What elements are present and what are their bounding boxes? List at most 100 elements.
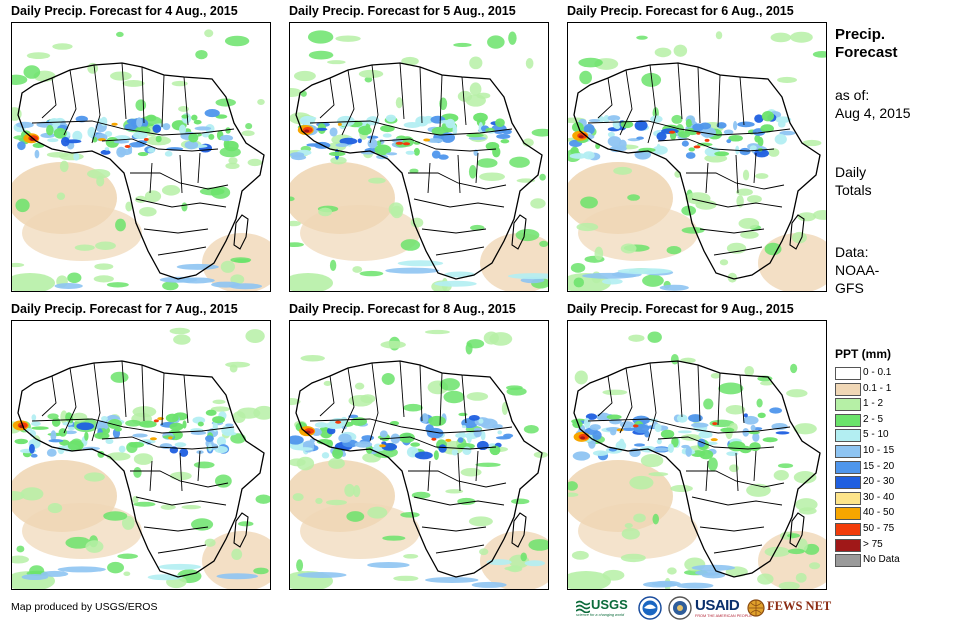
- sidebar-title-line1: Precip.: [835, 26, 886, 43]
- precip-field: [12, 327, 270, 589]
- legend-swatch: [835, 491, 861, 505]
- africa-coastline: [573, 62, 821, 280]
- country-borders: [31, 62, 235, 256]
- legend-swatch: [835, 460, 861, 474]
- legend-swatch: [835, 507, 861, 521]
- legend-label: 2 - 5: [863, 413, 884, 425]
- africa-coastline: [295, 62, 543, 280]
- legend-label: 10 - 15: [863, 444, 895, 456]
- seal-icon: [668, 596, 692, 620]
- panel-title: Daily Precip. Forecast for 7 Aug., 2015: [11, 302, 238, 316]
- country-borders: [31, 360, 235, 554]
- sidebar-title: Precip. Forecast: [835, 26, 898, 62]
- legend-label: 0.1 - 1: [863, 382, 892, 394]
- legend-swatch: [835, 429, 861, 443]
- as-of-date: Aug 4, 2015: [835, 105, 911, 121]
- legend-swatch: [835, 538, 861, 552]
- africa-map-svg: [290, 30, 548, 291]
- precip-map: [289, 22, 549, 292]
- legend-label: 30 - 40: [863, 491, 895, 503]
- legend-label: No Data: [863, 554, 900, 566]
- panel-title: Daily Precip. Forecast for 5 Aug., 2015: [289, 4, 516, 18]
- madagascar-outline: [233, 214, 249, 250]
- forecast-panel-aug7: Daily Precip. Forecast for 7 Aug., 2015: [11, 302, 271, 590]
- usgs-tagline: science for a changing world: [576, 613, 625, 617]
- legend-label: 20 - 30: [863, 476, 895, 488]
- africa-coastline: [295, 360, 543, 578]
- legend-title: PPT (mm): [835, 347, 892, 361]
- legend-swatch: [835, 413, 861, 427]
- usaid-tagline: FROM THE AMERICAN PEOPLE: [695, 614, 752, 618]
- legend-label: 5 - 10: [863, 429, 889, 441]
- as-of-label: as of:: [835, 87, 870, 103]
- africa-map-svg: [568, 331, 826, 589]
- madagascar-outline: [789, 512, 805, 548]
- noaa-logo: [638, 595, 664, 621]
- africa-map-svg: [568, 31, 826, 291]
- usgs-wordmark: USGS: [591, 597, 628, 612]
- legend-label: 50 - 75: [863, 522, 895, 534]
- africa-map-svg: [290, 329, 548, 589]
- country-borders: [587, 62, 791, 256]
- legend-swatch: [835, 522, 861, 536]
- legend-label: 1 - 2: [863, 398, 884, 410]
- usgs-wave-icon: [576, 600, 590, 613]
- data-source-block: Data: NOAA- GFS: [835, 243, 879, 297]
- usaid-wordmark: USAID: [695, 597, 740, 614]
- madagascar-outline: [511, 214, 527, 250]
- africa-coastline: [17, 360, 265, 578]
- legend-swatch: [835, 554, 861, 568]
- data-line1: Data:: [835, 244, 869, 260]
- precip-map: [11, 22, 271, 292]
- panel-title: Daily Precip. Forecast for 8 Aug., 2015: [289, 302, 516, 316]
- precip-field: [568, 331, 826, 589]
- legend-label: 40 - 50: [863, 507, 895, 519]
- country-borders: [587, 360, 791, 554]
- precip-field: [290, 329, 548, 589]
- legend-swatch: [835, 398, 861, 412]
- precip-field: [568, 31, 826, 291]
- legend-label: > 75: [863, 538, 883, 550]
- fews-globe-icon: [747, 599, 765, 617]
- as-of-block: as of: Aug 4, 2015: [835, 86, 911, 122]
- madagascar-outline: [511, 512, 527, 548]
- totals-block: Daily Totals: [835, 163, 872, 199]
- noaa-seal-icon: [638, 596, 662, 620]
- legend-label: 0 - 0.1: [863, 367, 892, 378]
- legend-label: 15 - 20: [863, 460, 895, 472]
- precip-map: [567, 320, 827, 590]
- totals-line1: Daily: [835, 164, 867, 180]
- forecast-panel-aug6: Daily Precip. Forecast for 6 Aug., 2015: [567, 4, 827, 292]
- usaid-logo: USAID FROM THE AMERICAN PEOPLE: [695, 595, 757, 621]
- forecast-panel-aug5: Daily Precip. Forecast for 5 Aug., 2015: [289, 4, 549, 292]
- fews-net-wordmark: FEWS NET: [767, 599, 832, 613]
- country-borders: [309, 62, 513, 256]
- panel-title: Daily Precip. Forecast for 9 Aug., 2015: [567, 302, 794, 316]
- country-borders: [309, 360, 513, 554]
- precip-map: [289, 320, 549, 590]
- panel-title: Daily Precip. Forecast for 6 Aug., 2015: [567, 4, 794, 18]
- data-line3: GFS: [835, 280, 864, 296]
- forecast-panel-aug8: Daily Precip. Forecast for 8 Aug., 2015: [289, 302, 549, 590]
- precip-map: [567, 22, 827, 292]
- africa-map-svg: [12, 29, 270, 291]
- africa-coastline: [573, 360, 821, 578]
- data-line2: NOAA-: [835, 262, 880, 278]
- legend-swatch: [835, 382, 861, 396]
- totals-line2: Totals: [835, 182, 872, 198]
- map-credit: Map produced by USGS/EROS: [11, 601, 158, 613]
- precip-map: [11, 320, 271, 590]
- panel-title: Daily Precip. Forecast for 4 Aug., 2015: [11, 4, 238, 18]
- fews-net-logo: FEWS NET: [747, 595, 831, 621]
- precip-field: [290, 30, 548, 291]
- legend-swatch: [835, 367, 861, 380]
- legend-swatch: [835, 444, 861, 458]
- legend-swatch: [835, 476, 861, 490]
- usgs-logo: USGS science for a changing world: [576, 595, 636, 621]
- madagascar-outline: [789, 214, 805, 250]
- africa-coastline: [17, 62, 265, 280]
- sidebar-title-line2: Forecast: [835, 44, 898, 61]
- forecast-panel-aug4: Daily Precip. Forecast for 4 Aug., 2015: [11, 4, 271, 292]
- africa-map-svg: [12, 327, 270, 589]
- dhs-seal-logo: [668, 595, 692, 621]
